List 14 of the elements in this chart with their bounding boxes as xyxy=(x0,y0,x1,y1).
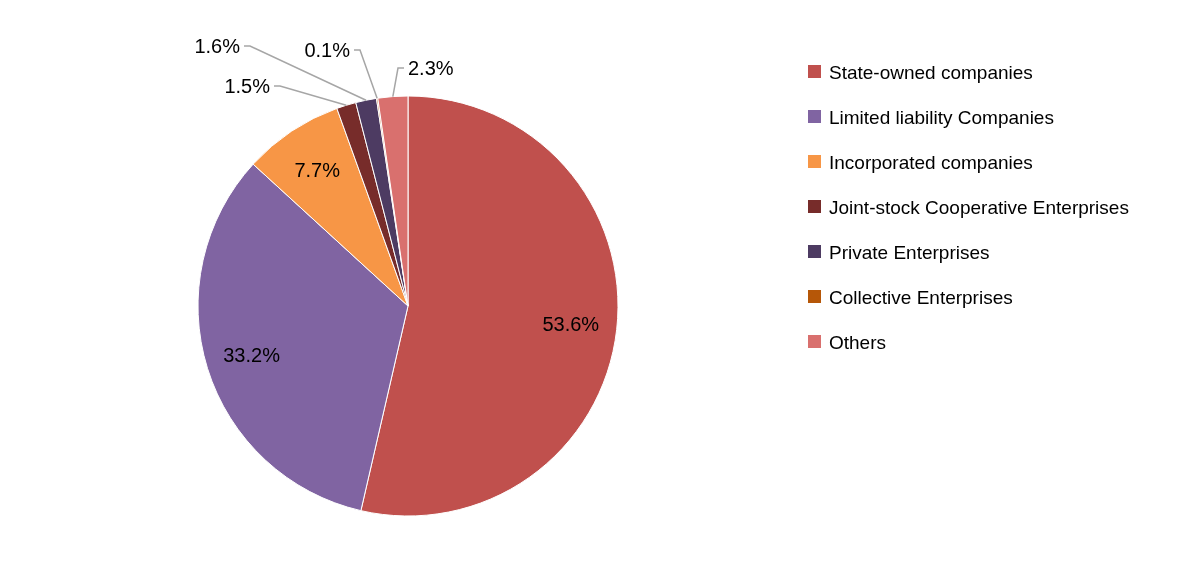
legend-label: State-owned companies xyxy=(829,61,1033,83)
data-label: 1.5% xyxy=(224,75,271,97)
data-label: 1.6% xyxy=(194,35,241,57)
legend-label: Joint-stock Cooperative Enterprises xyxy=(829,196,1129,218)
legend-label: Limited liability Companies xyxy=(829,106,1054,128)
legend-label: Others xyxy=(829,331,887,353)
data-label: 0.1% xyxy=(304,39,351,61)
data-label: 7.7% xyxy=(294,158,341,181)
data-label: 2.3% xyxy=(408,57,454,79)
legend-label: Private Enterprises xyxy=(829,241,990,263)
data-label: 53.6% xyxy=(542,313,600,336)
legend-label: Incorporated companies xyxy=(829,151,1033,173)
data-label: 33.2% xyxy=(223,343,281,366)
legend-label: Collective Enterprises xyxy=(829,286,1013,308)
